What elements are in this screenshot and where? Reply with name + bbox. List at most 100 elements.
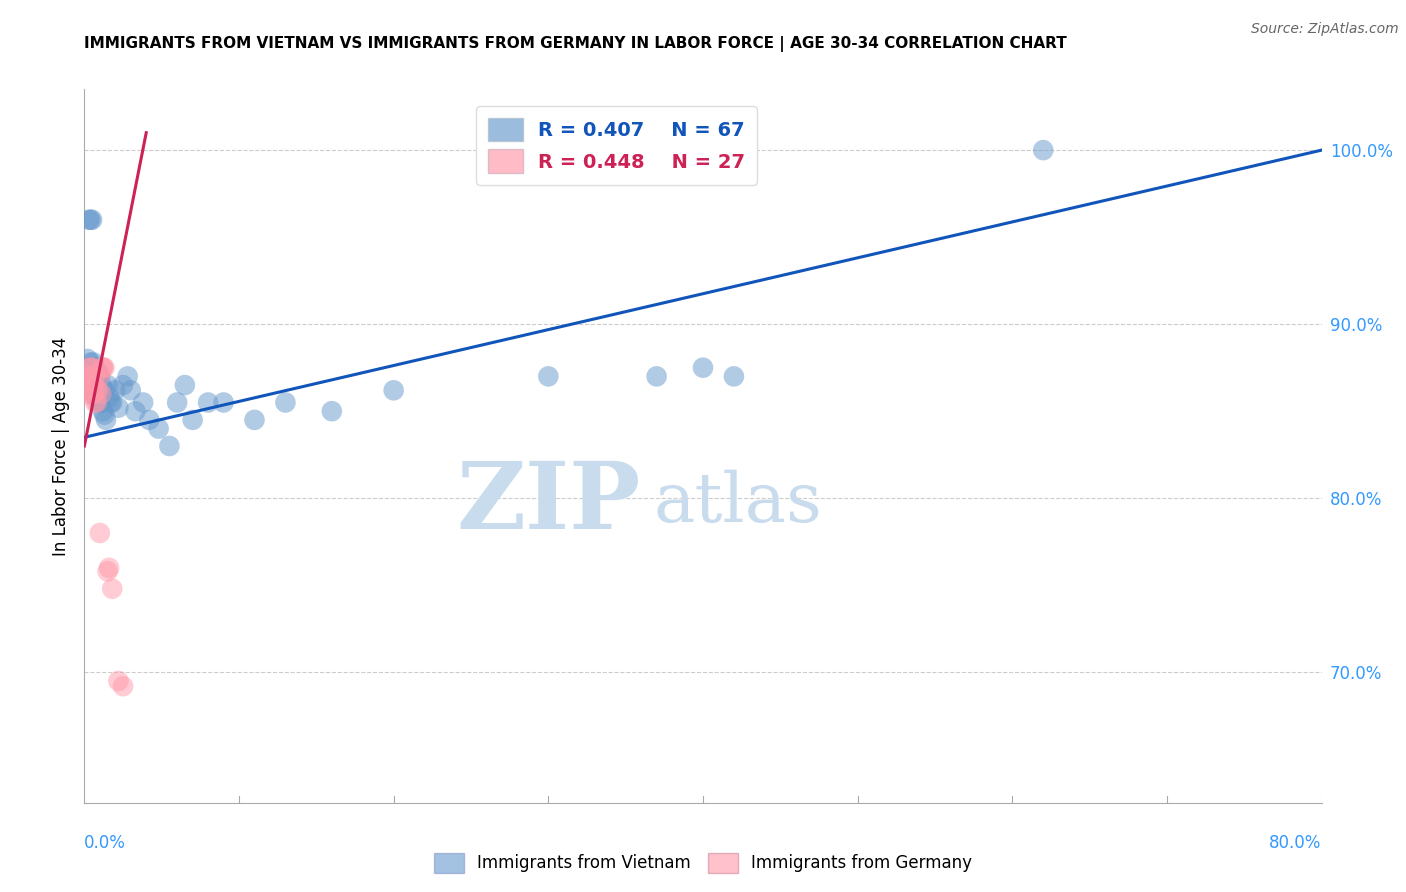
- Point: [79, 369, 101, 384]
- Point: [93, 384, 115, 398]
- Point: [87, 366, 110, 380]
- Point: [90, 378, 112, 392]
- Point: [120, 384, 142, 398]
- Text: 0.0%: 0.0%: [84, 834, 127, 852]
- Point: [77, 369, 100, 384]
- Point: [107, 401, 129, 415]
- Point: [89, 526, 111, 541]
- Point: [79, 360, 101, 375]
- Point: [117, 369, 139, 384]
- Point: [82, 378, 104, 392]
- Point: [243, 413, 266, 427]
- Point: [82, 360, 104, 375]
- Text: atlas: atlas: [654, 470, 823, 536]
- Point: [87, 384, 110, 398]
- Point: [86, 395, 108, 409]
- Point: [91, 384, 114, 398]
- Point: [112, 378, 135, 392]
- Point: [91, 360, 114, 375]
- Point: [83, 355, 105, 369]
- Point: [82, 386, 104, 401]
- Point: [107, 673, 129, 688]
- Point: [692, 360, 714, 375]
- Point: [98, 561, 121, 575]
- Point: [90, 395, 112, 409]
- Point: [82, 369, 104, 384]
- Point: [100, 395, 122, 409]
- Point: [101, 395, 124, 409]
- Point: [90, 386, 112, 401]
- Legend: R = 0.407    N = 67, R = 0.448    N = 27: R = 0.407 N = 67, R = 0.448 N = 27: [477, 106, 756, 185]
- Point: [76, 351, 98, 366]
- Point: [84, 369, 107, 384]
- Point: [77, 212, 100, 227]
- Point: [174, 378, 197, 392]
- Point: [86, 369, 108, 384]
- Point: [76, 360, 98, 375]
- Point: [148, 421, 170, 435]
- Point: [86, 384, 108, 398]
- Point: [84, 386, 107, 401]
- Point: [104, 384, 127, 398]
- Point: [84, 360, 107, 375]
- Point: [76, 386, 98, 401]
- Point: [97, 378, 120, 392]
- Text: 80.0%: 80.0%: [1270, 834, 1322, 852]
- Point: [83, 386, 105, 401]
- Point: [1032, 143, 1054, 157]
- Point: [124, 404, 146, 418]
- Point: [84, 395, 107, 409]
- Point: [94, 413, 117, 427]
- Point: [112, 679, 135, 693]
- Point: [82, 360, 104, 375]
- Point: [83, 369, 105, 384]
- Point: [86, 390, 108, 404]
- Point: [382, 384, 405, 398]
- Point: [91, 360, 114, 375]
- Point: [77, 360, 100, 375]
- Point: [79, 212, 101, 227]
- Point: [77, 360, 100, 375]
- Point: [212, 395, 235, 409]
- Point: [75, 369, 97, 384]
- Point: [83, 373, 105, 387]
- Point: [166, 395, 188, 409]
- Point: [274, 395, 297, 409]
- Point: [79, 355, 101, 369]
- Point: [181, 413, 204, 427]
- Legend: Immigrants from Vietnam, Immigrants from Germany: Immigrants from Vietnam, Immigrants from…: [427, 847, 979, 880]
- Point: [132, 395, 155, 409]
- Point: [77, 369, 100, 384]
- Point: [97, 564, 120, 578]
- Point: [93, 408, 115, 422]
- Point: [77, 360, 100, 375]
- Point: [89, 369, 111, 384]
- Point: [159, 439, 181, 453]
- Point: [82, 366, 104, 380]
- Point: [89, 369, 111, 384]
- Y-axis label: In Labor Force | Age 30-34: In Labor Force | Age 30-34: [52, 336, 70, 556]
- Point: [83, 360, 105, 375]
- Point: [87, 392, 110, 406]
- Point: [98, 390, 121, 404]
- Point: [84, 382, 107, 396]
- Point: [723, 369, 745, 384]
- Point: [84, 373, 107, 387]
- Point: [91, 404, 114, 418]
- Point: [138, 413, 160, 427]
- Point: [537, 369, 560, 384]
- Point: [79, 360, 101, 375]
- Point: [86, 384, 108, 398]
- Point: [79, 369, 101, 384]
- Point: [82, 373, 104, 387]
- Point: [101, 582, 124, 596]
- Text: IMMIGRANTS FROM VIETNAM VS IMMIGRANTS FROM GERMANY IN LABOR FORCE | AGE 30-34 CO: IMMIGRANTS FROM VIETNAM VS IMMIGRANTS FR…: [84, 36, 1067, 52]
- Point: [83, 386, 105, 401]
- Point: [197, 395, 219, 409]
- Point: [93, 360, 115, 375]
- Point: [321, 404, 343, 418]
- Point: [89, 395, 111, 409]
- Point: [645, 369, 668, 384]
- Point: [82, 212, 104, 227]
- Point: [83, 378, 105, 392]
